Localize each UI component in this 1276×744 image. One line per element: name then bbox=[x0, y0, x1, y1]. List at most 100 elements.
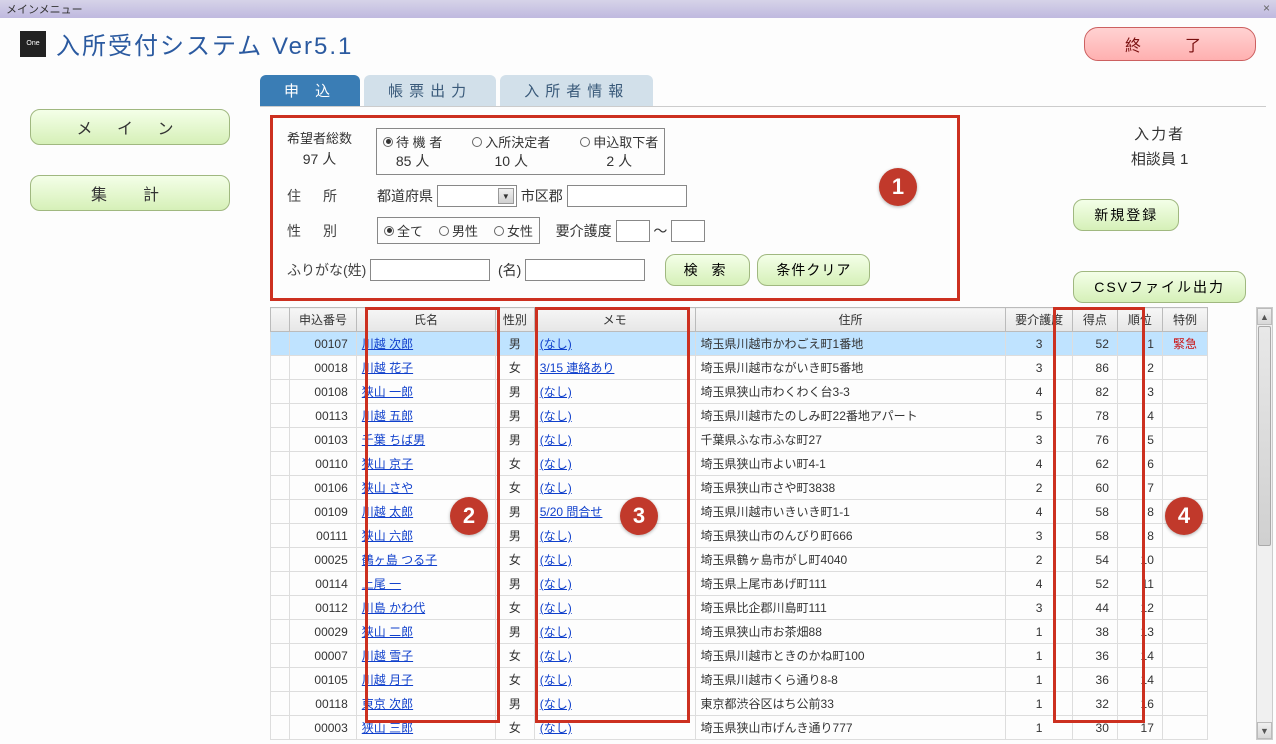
col-blank[interactable] bbox=[271, 308, 290, 332]
table-row[interactable]: 00018川越 花子女3/15 連絡あり埼玉県川越市ながいき町5番地3862 bbox=[271, 356, 1208, 380]
care-from-input[interactable] bbox=[616, 220, 650, 242]
csv-export-button[interactable]: CSVファイル出力 bbox=[1073, 271, 1246, 303]
row-handle[interactable] bbox=[271, 620, 290, 644]
cell-memo-link[interactable]: (なし) bbox=[534, 620, 695, 644]
cell-memo-link[interactable]: (なし) bbox=[534, 548, 695, 572]
table-row[interactable]: 00113川越 五郎男(なし)埼玉県川越市たのしみ町22番地アパート5784 bbox=[271, 404, 1208, 428]
cell-memo-link[interactable]: (なし) bbox=[534, 716, 695, 740]
scrollbar[interactable]: ▲ ▼ bbox=[1256, 307, 1273, 740]
clear-button[interactable]: 条件クリア bbox=[757, 254, 870, 286]
row-handle[interactable] bbox=[271, 452, 290, 476]
radio-withdrawn[interactable] bbox=[580, 137, 590, 147]
row-handle[interactable] bbox=[271, 572, 290, 596]
scroll-down-icon[interactable]: ▼ bbox=[1257, 722, 1272, 739]
cell-name-link[interactable]: 川越 月子 bbox=[356, 668, 495, 692]
col-name[interactable]: 氏名 bbox=[356, 308, 495, 332]
cell-name-link[interactable]: 川越 花子 bbox=[356, 356, 495, 380]
cell-memo-link[interactable]: (なし) bbox=[534, 404, 695, 428]
row-handle[interactable] bbox=[271, 668, 290, 692]
radio-gender-all[interactable] bbox=[384, 226, 394, 236]
table-row[interactable]: 00003狭山 三郎女(なし)埼玉県狭山市げんき通り77713017 bbox=[271, 716, 1208, 740]
cell-name-link[interactable]: 上尾 一 bbox=[356, 572, 495, 596]
table-row[interactable]: 00007川越 雪子女(なし)埼玉県川越市ときのかね町10013614 bbox=[271, 644, 1208, 668]
care-to-input[interactable] bbox=[671, 220, 705, 242]
row-handle[interactable] bbox=[271, 548, 290, 572]
cell-memo-link[interactable]: (なし) bbox=[534, 332, 695, 356]
scroll-thumb[interactable] bbox=[1258, 326, 1271, 546]
col-rank[interactable]: 順位 bbox=[1117, 308, 1162, 332]
cell-memo-link[interactable]: (なし) bbox=[534, 380, 695, 404]
close-icon[interactable]: × bbox=[1263, 1, 1270, 15]
tally-button[interactable]: 集 計 bbox=[30, 175, 230, 211]
table-row[interactable]: 00114上尾 一男(なし)埼玉県上尾市あげ町11145211 bbox=[271, 572, 1208, 596]
table-row[interactable]: 00118東京 次郎男(なし)東京都渋谷区はち公前3313216 bbox=[271, 692, 1208, 716]
table-row[interactable]: 00029狭山 二郎男(なし)埼玉県狭山市お茶畑8813813 bbox=[271, 620, 1208, 644]
tab-report[interactable]: 帳票出力 bbox=[364, 75, 496, 106]
row-handle[interactable] bbox=[271, 596, 290, 620]
scroll-up-icon[interactable]: ▲ bbox=[1257, 308, 1272, 325]
row-handle[interactable] bbox=[271, 380, 290, 404]
row-handle[interactable] bbox=[271, 356, 290, 380]
cell-name-link[interactable]: 狭山 二郎 bbox=[356, 620, 495, 644]
radio-gender-f[interactable] bbox=[494, 226, 504, 236]
table-row[interactable]: 00111狭山 六郎男(なし)埼玉県狭山市のんびり町6663588 bbox=[271, 524, 1208, 548]
cell-memo-link[interactable]: (なし) bbox=[534, 668, 695, 692]
table-row[interactable]: 00106狭山 さや女(なし)埼玉県狭山市さや町38382607 bbox=[271, 476, 1208, 500]
row-handle[interactable] bbox=[271, 404, 290, 428]
furi-surname-input[interactable] bbox=[370, 259, 490, 281]
row-handle[interactable] bbox=[271, 476, 290, 500]
row-handle[interactable] bbox=[271, 428, 290, 452]
cell-name-link[interactable]: 狭山 三郎 bbox=[356, 716, 495, 740]
table-row[interactable]: 00110狭山 京子女(なし)埼玉県狭山市よい町4-14626 bbox=[271, 452, 1208, 476]
cell-name-link[interactable]: 鶴ヶ島 つる子 bbox=[356, 548, 495, 572]
cell-memo-link[interactable]: (なし) bbox=[534, 476, 695, 500]
radio-gender-m[interactable] bbox=[439, 226, 449, 236]
cell-memo-link[interactable]: 3/15 連絡あり bbox=[534, 356, 695, 380]
cell-name-link[interactable]: 千葉 ちば男 bbox=[356, 428, 495, 452]
cell-memo-link[interactable]: (なし) bbox=[534, 692, 695, 716]
cell-name-link[interactable]: 狭山 京子 bbox=[356, 452, 495, 476]
cell-name-link[interactable]: 川越 五郎 bbox=[356, 404, 495, 428]
exit-button[interactable]: 終 了 bbox=[1084, 27, 1256, 61]
table-row[interactable]: 00107川越 次郎男(なし)埼玉県川越市かわごえ町1番地3521緊急 bbox=[271, 332, 1208, 356]
furi-given-input[interactable] bbox=[525, 259, 645, 281]
cell-memo-link[interactable]: (なし) bbox=[534, 452, 695, 476]
radio-decided[interactable] bbox=[472, 137, 482, 147]
cell-memo-link[interactable]: (なし) bbox=[534, 524, 695, 548]
col-score[interactable]: 得点 bbox=[1072, 308, 1117, 332]
cell-memo-link[interactable]: 5/20 問合せ bbox=[534, 500, 695, 524]
row-handle[interactable] bbox=[271, 644, 290, 668]
cell-name-link[interactable]: 東京 次郎 bbox=[356, 692, 495, 716]
col-special[interactable]: 特例 bbox=[1162, 308, 1207, 332]
row-handle[interactable] bbox=[271, 332, 290, 356]
row-handle[interactable] bbox=[271, 716, 290, 740]
new-register-button[interactable]: 新規登録 bbox=[1073, 199, 1179, 231]
table-row[interactable]: 00108狭山 一郎男(なし)埼玉県狭山市わくわく台3-34823 bbox=[271, 380, 1208, 404]
col-care[interactable]: 要介護度 bbox=[1006, 308, 1072, 332]
cell-name-link[interactable]: 川島 かわ代 bbox=[356, 596, 495, 620]
table-row[interactable]: 00103千葉 ちば男男(なし)千葉県ふな市ふな町273765 bbox=[271, 428, 1208, 452]
cell-name-link[interactable]: 狭山 一郎 bbox=[356, 380, 495, 404]
row-handle[interactable] bbox=[271, 692, 290, 716]
cell-name-link[interactable]: 川越 雪子 bbox=[356, 644, 495, 668]
col-memo[interactable]: メモ bbox=[534, 308, 695, 332]
cell-memo-link[interactable]: (なし) bbox=[534, 596, 695, 620]
tab-resident[interactable]: 入所者情報 bbox=[500, 75, 653, 106]
pref-select[interactable]: ▼ bbox=[437, 185, 517, 207]
cell-name-link[interactable]: 狭山 さや bbox=[356, 476, 495, 500]
row-handle[interactable] bbox=[271, 524, 290, 548]
col-no[interactable]: 申込番号 bbox=[290, 308, 356, 332]
row-handle[interactable] bbox=[271, 500, 290, 524]
table-row[interactable]: 00112川島 かわ代女(なし)埼玉県比企郡川島町11134412 bbox=[271, 596, 1208, 620]
cell-name-link[interactable]: 川越 次郎 bbox=[356, 332, 495, 356]
table-row[interactable]: 00109川越 太郎男5/20 問合せ埼玉県川越市いきいき町1-14588 bbox=[271, 500, 1208, 524]
cell-memo-link[interactable]: (なし) bbox=[534, 572, 695, 596]
tab-apply[interactable]: 申 込 bbox=[260, 75, 360, 106]
table-row[interactable]: 00025鶴ヶ島 つる子女(なし)埼玉県鶴ヶ島市がし町404025410 bbox=[271, 548, 1208, 572]
city-input[interactable] bbox=[567, 185, 687, 207]
main-button[interactable]: メ イ ン bbox=[30, 109, 230, 145]
cell-memo-link[interactable]: (なし) bbox=[534, 644, 695, 668]
col-sex[interactable]: 性別 bbox=[496, 308, 535, 332]
search-button[interactable]: 検 索 bbox=[665, 254, 750, 286]
col-addr[interactable]: 住所 bbox=[695, 308, 1006, 332]
